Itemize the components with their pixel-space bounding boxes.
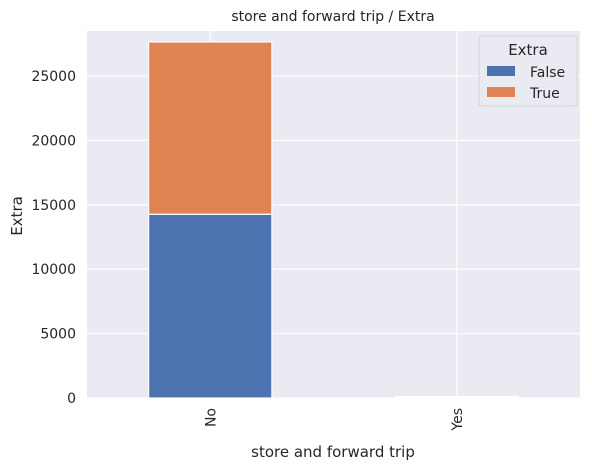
- legend-swatch-false: [487, 66, 515, 76]
- legend-label-false: False: [530, 65, 565, 81]
- bar-no-true: [148, 41, 273, 215]
- y-tick-label: 5000: [40, 327, 76, 343]
- x-tick-labels: No Yes: [203, 408, 466, 432]
- bar-no-false: [148, 213, 273, 399]
- chart-title: store and forward trip / Extra: [231, 9, 434, 25]
- y-tick-labels: 0 5000 10000 15000 20000 25000: [31, 69, 76, 407]
- y-tick-label: 10000: [31, 262, 76, 278]
- x-tick-label: Yes: [450, 408, 466, 432]
- y-axis-label: Extra: [8, 196, 26, 236]
- y-tick-label: 0: [67, 391, 76, 407]
- y-tick-label: 25000: [31, 69, 76, 85]
- y-tick-label: 20000: [31, 133, 76, 149]
- bar-yes-true: [394, 396, 519, 398]
- legend-swatch-true: [487, 87, 515, 97]
- y-tick-label: 15000: [31, 198, 76, 214]
- x-tick-label: No: [203, 408, 219, 427]
- bars: [148, 41, 519, 399]
- x-axis-label: store and forward trip: [251, 443, 415, 461]
- legend-title: Extra: [508, 41, 548, 59]
- legend-label-true: True: [529, 86, 560, 102]
- legend: Extra False True: [478, 35, 578, 107]
